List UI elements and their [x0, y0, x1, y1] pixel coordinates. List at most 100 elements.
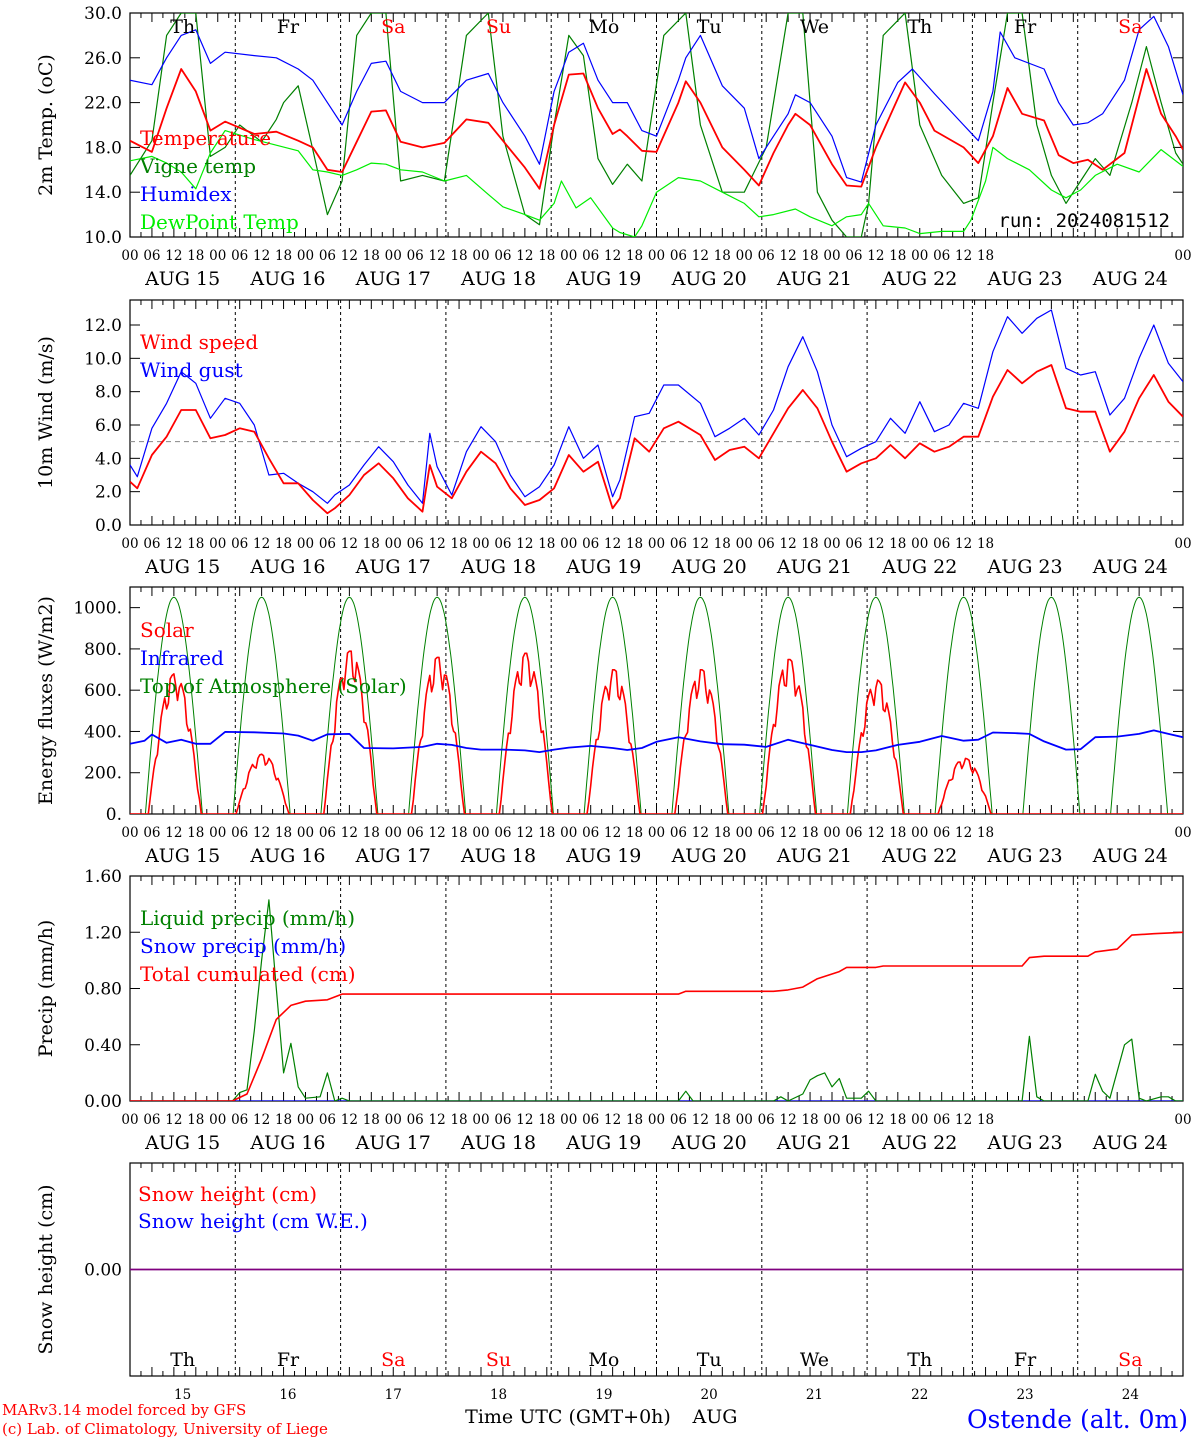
y-tick-label: 800. — [84, 640, 122, 660]
weekday-label: Th — [170, 1349, 195, 1371]
weekday-label: Fr — [277, 16, 300, 38]
hour-tick-label: 18 — [626, 536, 643, 552]
panel-1: 10.0 14.0 18.0 22.0 26.0 30.0 2m Temp. (oC) 00 0… — [35, 4, 1192, 290]
date-label: AUG 17 — [355, 1132, 431, 1154]
hour-tick-label: 00 — [736, 536, 753, 552]
hour-tick-label: 00 — [385, 536, 402, 552]
hour-tick-label: 00 — [560, 248, 577, 264]
hour-tick-label: 00 — [823, 825, 840, 841]
date-label: AUG 20 — [671, 556, 747, 578]
hour-tick-label: 12 — [516, 825, 533, 841]
hour-tick-label: 00 — [736, 825, 753, 841]
hour-tick-label: 00 — [385, 248, 402, 264]
y-tick-label: 0.00 — [84, 1261, 122, 1281]
hour-tick-label: 12 — [692, 1112, 709, 1128]
y-tick-label: 200. — [84, 764, 122, 784]
hour-tick-label: 12 — [692, 536, 709, 552]
hour-tick-label: 06 — [670, 1112, 687, 1128]
hour-tick-label: 12 — [867, 1112, 884, 1128]
hour-tick-label: 18 — [801, 825, 818, 841]
hour-tick-label: 18 — [275, 248, 292, 264]
hour-tick-label: 00 — [472, 536, 489, 552]
legend-entry: Solar — [140, 618, 194, 642]
hour-tick-label: 12 — [341, 1112, 358, 1128]
hour-tick-label: 18 — [187, 825, 204, 841]
date-label: AUG 24 — [1092, 268, 1168, 290]
date-label: AUG 24 — [1092, 556, 1168, 578]
hour-tick-label: 06 — [758, 248, 775, 264]
date-label: AUG 19 — [565, 1132, 641, 1154]
hour-tick-label: 06 — [231, 536, 248, 552]
hour-tick-label: 06 — [582, 825, 599, 841]
y-tick-label: 8.0 — [95, 383, 122, 403]
hour-tick-label: 18 — [187, 248, 204, 264]
x-axis-title: Time UTC (GMT+0h) — [465, 1406, 671, 1428]
date-label: AUG 19 — [565, 845, 641, 867]
hour-tick-label: 18 — [450, 536, 467, 552]
hour-tick-label: 00 — [297, 825, 314, 841]
series-solar-line — [130, 650, 1183, 814]
hour-tick-label: 18 — [187, 1112, 204, 1128]
weekday-label: Th — [907, 16, 932, 38]
hour-tick-label: 06 — [231, 248, 248, 264]
y-axis-label: 10m Wind (m/s) — [35, 336, 57, 489]
panel-3: 0. 200. 400. 600. 800. 1000. Energy fluxes (W/… — [35, 586, 1192, 867]
hour-tick-label: 00 — [823, 536, 840, 552]
hour-tick-label: 00 — [823, 248, 840, 264]
series-vigne-temp-line — [130, 13, 1183, 237]
legend-entry: Snow height (cm) — [138, 1182, 317, 1206]
hour-tick-label: 06 — [845, 1112, 862, 1128]
hour-tick-label: 18 — [714, 825, 731, 841]
hour-tick-label: 06 — [670, 248, 687, 264]
hour-tick-label: 00 — [472, 248, 489, 264]
hour-tick-label: 18 — [714, 536, 731, 552]
hour-tick-label: 06 — [845, 248, 862, 264]
hour-tick-label: 12 — [867, 825, 884, 841]
hour-tick-label: 06 — [494, 825, 511, 841]
y-tick-label: 22.0 — [84, 94, 122, 114]
legend-entry: Total cumulated (cm) — [140, 962, 356, 986]
hour-tick-label: 18 — [363, 536, 380, 552]
hour-tick-label: 06 — [319, 536, 336, 552]
date-label: AUG 18 — [460, 268, 536, 290]
hour-tick-label: 12 — [516, 536, 533, 552]
hour-tick-label: 18 — [450, 1112, 467, 1128]
hour-tick-label: 12 — [429, 825, 446, 841]
weekday-label: Tu — [697, 1349, 722, 1371]
hour-tick-label: 12 — [604, 1112, 621, 1128]
hour-tick-label: 12 — [955, 536, 972, 552]
hour-tick-label: 12 — [253, 1112, 270, 1128]
date-label: AUG 15 — [144, 845, 220, 867]
hour-tick-label: 00 — [736, 248, 753, 264]
date-label: AUG 19 — [565, 268, 641, 290]
hour-tick-label: 18 — [450, 248, 467, 264]
date-label: AUG 16 — [249, 845, 325, 867]
date-label: AUG 17 — [355, 556, 431, 578]
credit-line-2: (c) Lab. of Climatology, University of L… — [2, 1420, 328, 1438]
hour-tick-label: 12 — [867, 248, 884, 264]
hour-tick-label: 12 — [253, 825, 270, 841]
day-number-label: 20 — [701, 1387, 718, 1403]
date-label: AUG 23 — [986, 556, 1062, 578]
energy-series-group — [130, 596, 1183, 814]
weekday-label: Th — [170, 16, 195, 38]
hour-tick-label: 18 — [801, 1112, 818, 1128]
hour-tick-label: 00 — [1174, 1112, 1191, 1128]
weekday-label: Su — [486, 1349, 511, 1371]
hour-tick-label: 06 — [407, 248, 424, 264]
hour-tick-label: 18 — [714, 1112, 731, 1128]
hour-tick-label: 12 — [253, 248, 270, 264]
hour-tick-label: 00 — [648, 536, 665, 552]
day-number-label: 23 — [1016, 1387, 1033, 1403]
hour-tick-label: 06 — [319, 825, 336, 841]
hour-tick-label: 00 — [297, 1112, 314, 1128]
weekday-label: We — [800, 16, 829, 38]
day-number-label: 22 — [911, 1387, 928, 1403]
hour-tick-label: 18 — [714, 248, 731, 264]
hour-tick-label: 12 — [165, 1112, 182, 1128]
hour-tick-label: 00 — [560, 536, 577, 552]
hour-tick-label: 00 — [560, 825, 577, 841]
hour-tick-label: 18 — [187, 536, 204, 552]
day-number-label: 18 — [490, 1387, 507, 1403]
